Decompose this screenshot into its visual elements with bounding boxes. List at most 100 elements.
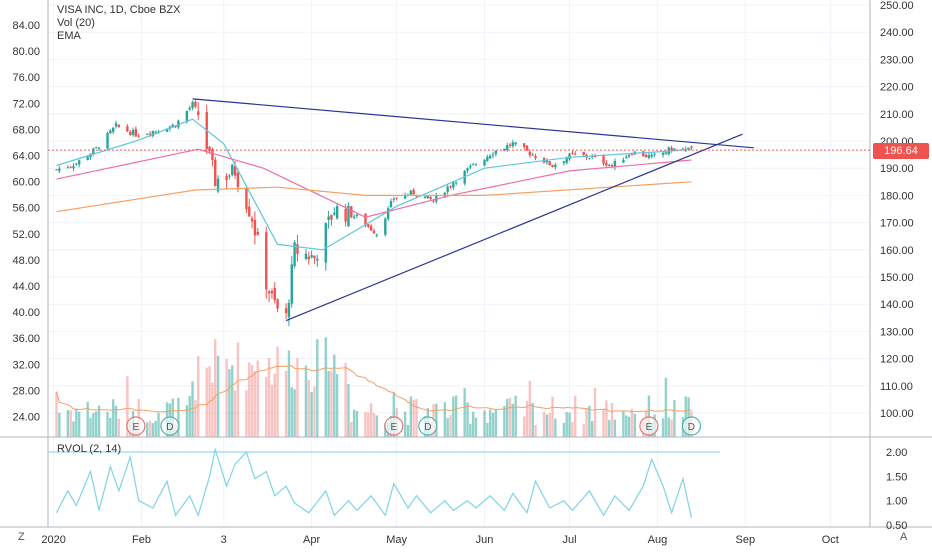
candle-body — [214, 159, 217, 187]
ema-legend[interactable]: EMA — [57, 30, 81, 42]
volume-bar — [276, 346, 279, 437]
volume-bar — [443, 402, 447, 437]
volume-bar — [106, 411, 109, 437]
rvol-axis-tick: 1.50 — [886, 471, 907, 483]
volume-legend[interactable]: Vol (20) — [57, 17, 95, 29]
volume-bar — [508, 397, 512, 437]
volume-bar — [364, 412, 367, 437]
candle-body — [627, 155, 631, 157]
volume-bar — [403, 411, 407, 437]
volume-bar — [446, 418, 449, 437]
volume-bar — [327, 370, 330, 437]
candle-body — [591, 156, 594, 158]
left-axis-tick: 40.00 — [12, 307, 40, 319]
left-axis-tick: 56.00 — [12, 203, 40, 215]
rvol-legend[interactable]: RVOL (2, 14) — [57, 443, 122, 455]
volume-bar — [270, 384, 274, 437]
left-axis-tick: 28.00 — [12, 385, 40, 397]
volume-bar — [568, 412, 571, 437]
candle-body — [188, 107, 191, 110]
candle-body — [622, 159, 625, 163]
x-axis-tick: 2020 — [41, 534, 65, 546]
candle-body — [511, 142, 515, 147]
candle-body — [531, 154, 534, 156]
volume-bar — [415, 398, 418, 437]
volume-bar — [267, 357, 271, 437]
candle-body — [284, 308, 288, 314]
volume-bar — [486, 422, 489, 437]
candle-body — [97, 147, 101, 149]
candle-body — [562, 161, 566, 164]
candle-body — [429, 196, 432, 200]
volume-bar — [69, 410, 72, 437]
candles — [55, 98, 693, 327]
candle-body — [211, 149, 214, 160]
volume-bar — [375, 415, 378, 437]
candle-body — [256, 231, 259, 235]
volume-bar — [146, 422, 149, 437]
auto-scale-icon[interactable]: A — [900, 531, 908, 543]
trendline — [285, 133, 743, 322]
right-axis-tick: 130.00 — [880, 326, 914, 338]
candle-body — [86, 156, 89, 161]
rvol-axis-tick: 1.00 — [886, 496, 907, 508]
rvol-pane: 2.00 1.50 1.00 0.50 — [48, 447, 907, 532]
volume-bar — [307, 380, 310, 437]
event-marker — [160, 416, 180, 436]
rvol-line — [55, 447, 692, 518]
candle-body — [491, 154, 495, 156]
candle-body — [508, 144, 512, 146]
candle-body — [352, 216, 356, 218]
candle-body — [545, 159, 549, 163]
event-marker-label: E — [646, 422, 653, 433]
volume-bar — [548, 413, 551, 437]
zoom-icon[interactable]: Z — [18, 531, 25, 543]
volume-bar — [350, 421, 353, 437]
volume-bar — [228, 369, 231, 437]
candle-body — [344, 208, 347, 222]
candle-body — [265, 232, 268, 290]
volume-bar — [593, 388, 597, 437]
volume-bar — [545, 414, 549, 437]
volume-bar — [185, 405, 189, 437]
right-axis-tick: 220.00 — [880, 82, 914, 94]
candle-body — [151, 131, 155, 137]
volume-bar — [231, 365, 234, 437]
candle-body — [174, 126, 177, 128]
volume-bar — [673, 400, 676, 437]
volume-bar — [111, 399, 115, 437]
candle-body — [395, 197, 398, 199]
volume-bar — [367, 412, 370, 437]
volume-bar — [670, 419, 673, 437]
candle-body — [92, 148, 95, 154]
candle-body — [661, 152, 665, 155]
candle-body — [630, 154, 634, 156]
volume-bar — [514, 395, 517, 437]
volume-bar — [608, 419, 611, 437]
candle-body — [137, 135, 140, 137]
volume-bar — [97, 405, 101, 437]
event-marker-label: D — [688, 422, 695, 433]
candle-body — [191, 101, 194, 108]
volume-bar — [330, 371, 333, 437]
candle-body — [66, 167, 70, 169]
left-axis-tick: 24.00 — [12, 412, 40, 424]
volume-bar — [194, 400, 197, 437]
volume-bar — [58, 412, 61, 437]
right-axis-tick: 110.00 — [880, 381, 913, 393]
volume-bar — [236, 342, 240, 437]
grid — [48, 0, 870, 527]
volume-bar — [372, 413, 376, 437]
candle-body — [276, 299, 279, 309]
volume-bar — [177, 397, 180, 437]
volume-bar — [324, 337, 327, 437]
candle-body — [409, 190, 413, 195]
volume-bar — [562, 422, 566, 437]
candle-body — [287, 302, 291, 318]
event-marker — [418, 416, 438, 436]
right-axis-tick: 180.00 — [880, 190, 914, 202]
volume-bar — [633, 413, 636, 437]
candle-body — [384, 218, 387, 235]
